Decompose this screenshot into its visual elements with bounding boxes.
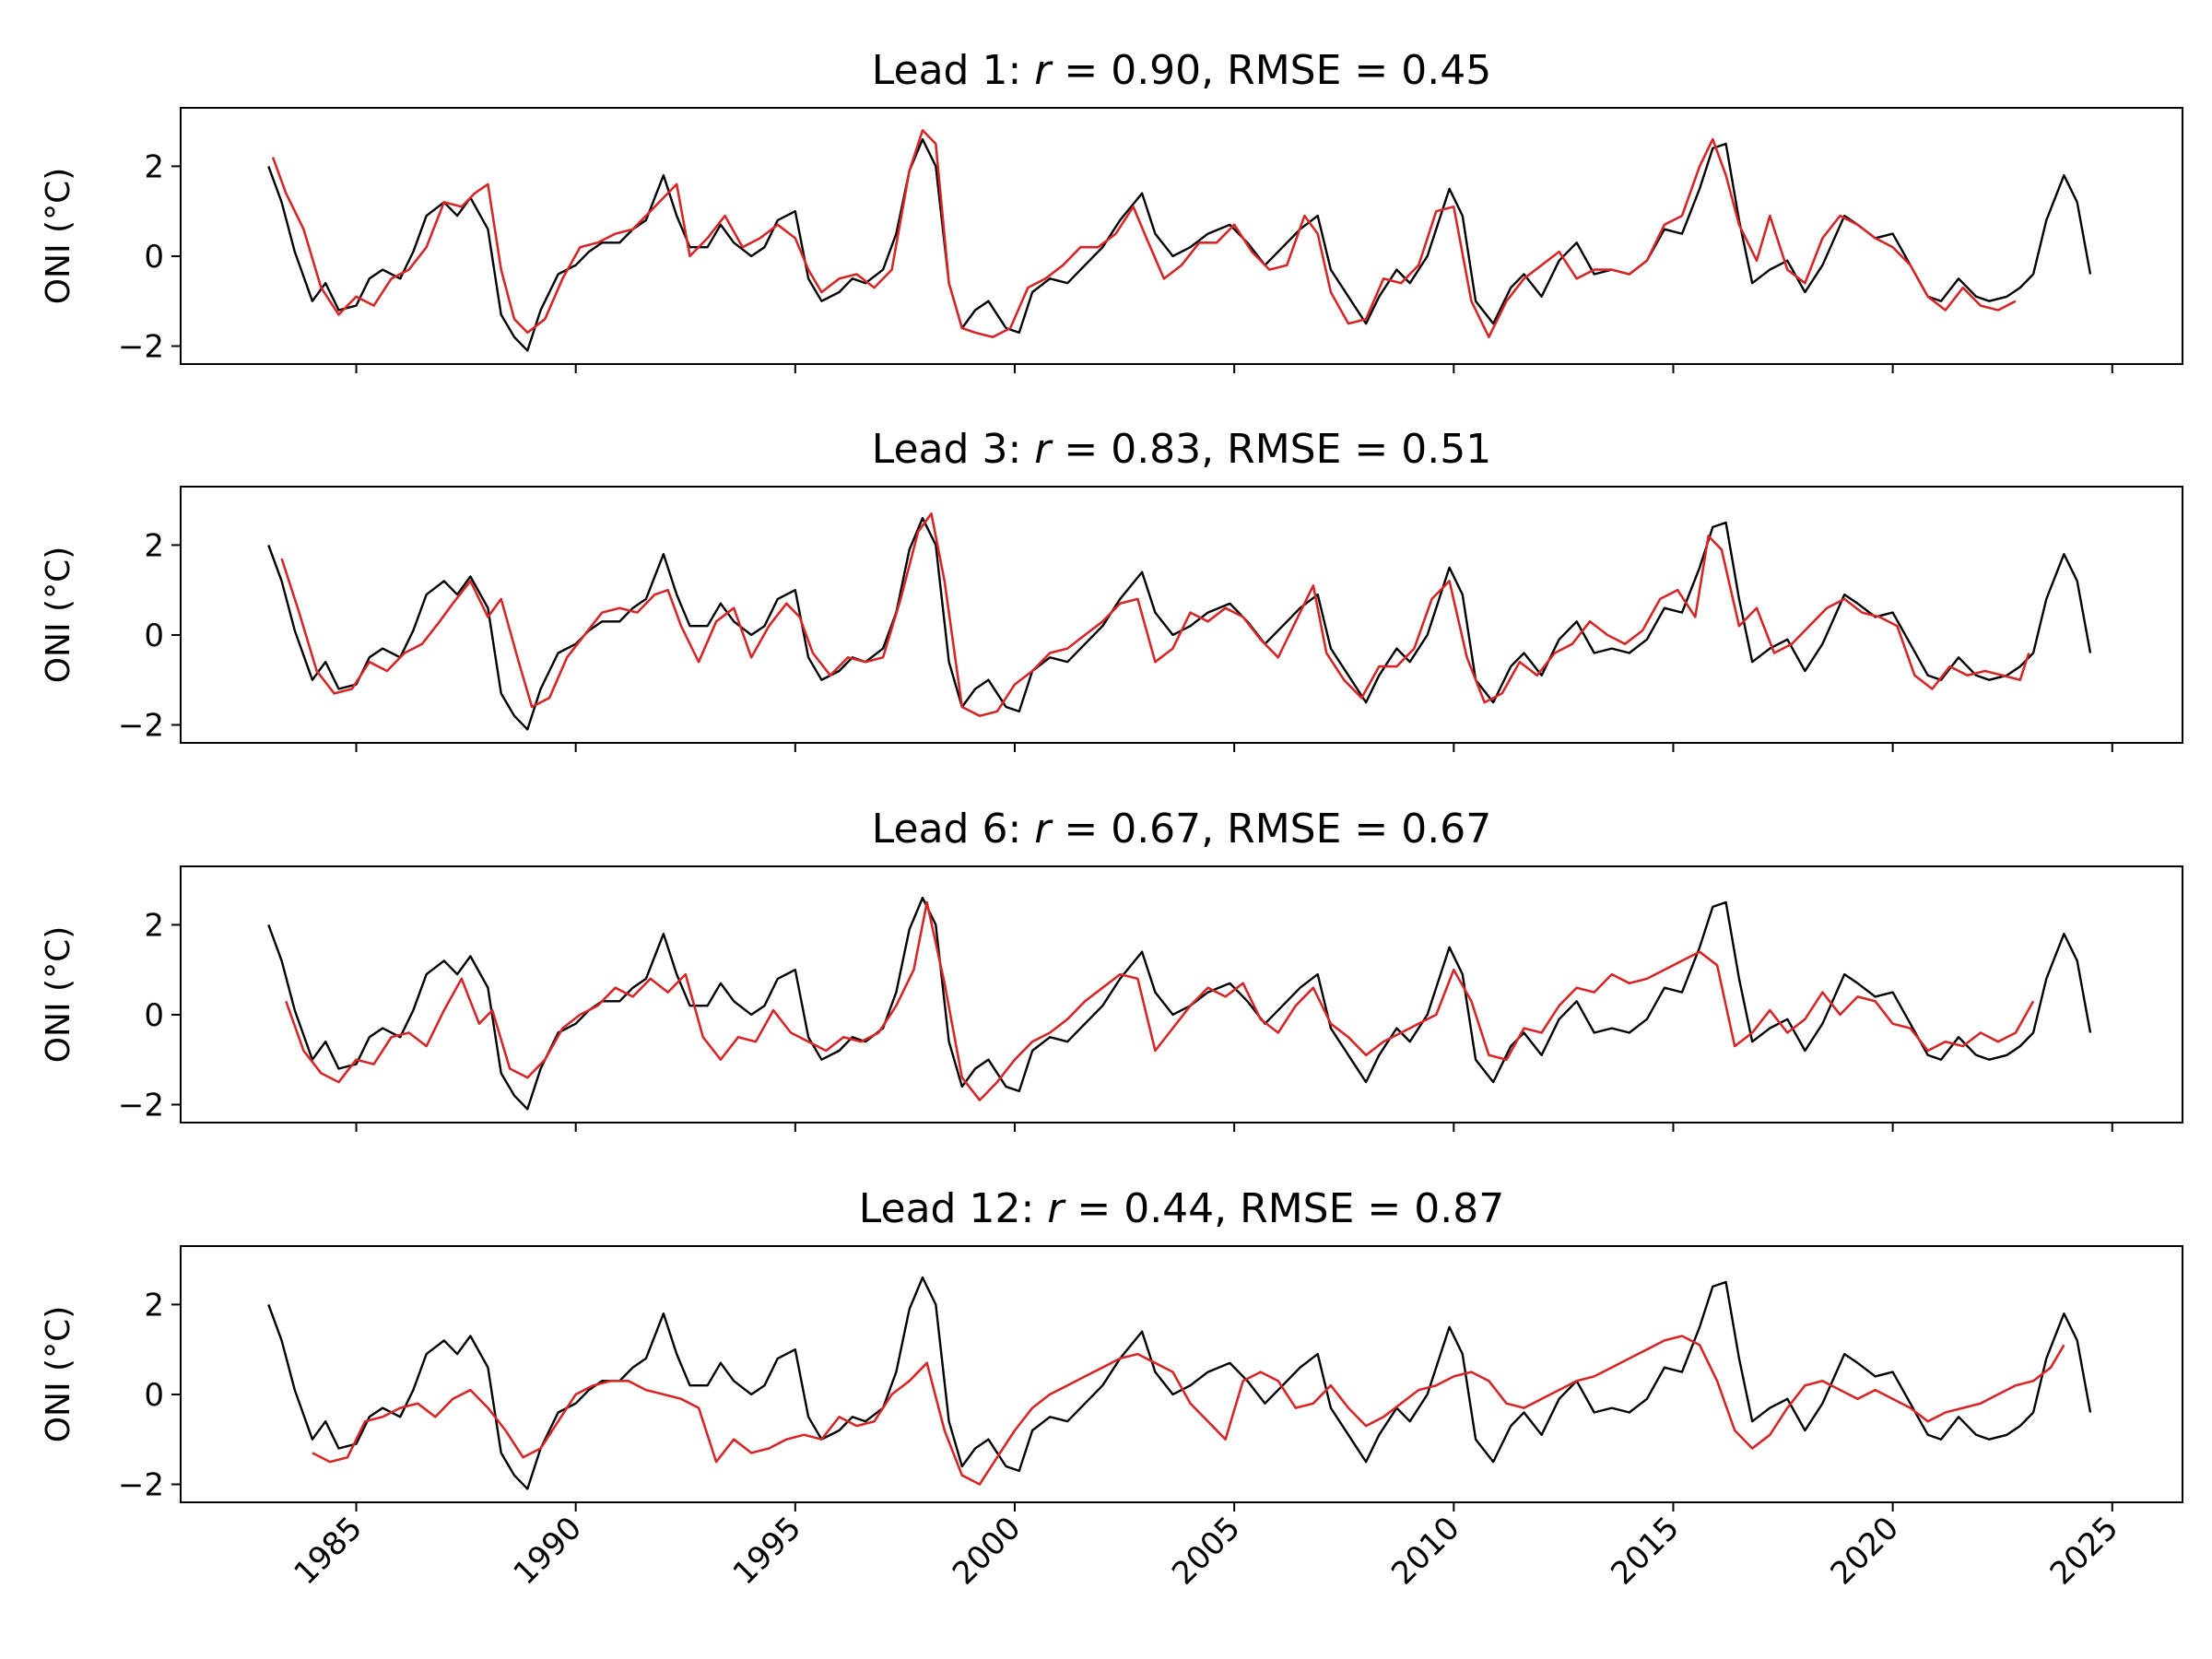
y-tick-label: 2 [144, 527, 164, 564]
title-stats: = 0.44, RMSE = 0.87 [1064, 1185, 1504, 1232]
panel-title: Lead 6: r = 0.67, RMSE = 0.67 [872, 806, 1491, 853]
panel-2: Lead 3: r = 0.83, RMSE = 0.51 ONI (°C) −2 0… [40, 426, 2183, 752]
y-tick-label: −2 [118, 328, 164, 365]
observed-line [267, 896, 2092, 1111]
x-tick-label: 2025 [2043, 1510, 2125, 1592]
y-tick-label: 2 [144, 907, 164, 944]
y-tick-label: 0 [144, 997, 164, 1034]
y-tick-label: −2 [118, 707, 164, 744]
panel-title: Lead 1: r = 0.90, RMSE = 0.45 [872, 47, 1491, 94]
panel-4: Lead 12: r = 0.44, RMSE = 0.87 ONI (°C) −2… [40, 1185, 2183, 1593]
y-tick-label: 0 [144, 618, 164, 654]
predicted-line [271, 129, 2017, 338]
plot-frame [180, 865, 2183, 1124]
x-tick-label: 1985 [287, 1510, 369, 1592]
title-stats: = 0.90, RMSE = 0.45 [1051, 47, 1491, 94]
title-prefix: Lead 1: [872, 47, 1035, 94]
title-prefix: Lead 6: [872, 806, 1035, 853]
panel-1: Lead 1: r = 0.90, RMSE = 0.45 ONI (°C) −2 0… [40, 47, 2183, 373]
y-axis-label: ONI (°C) [40, 926, 77, 1064]
y-axis-label: ONI (°C) [40, 168, 77, 305]
title-stats: = 0.83, RMSE = 0.51 [1051, 426, 1491, 473]
y-tick-label: −2 [118, 1466, 164, 1503]
title-r: r [1034, 806, 1053, 853]
plot-frame [180, 486, 2183, 744]
x-tick-label: 2010 [1384, 1510, 1466, 1592]
y-axis-label: ONI (°C) [40, 1306, 77, 1443]
panel-title: Lead 3: r = 0.83, RMSE = 0.51 [872, 426, 1491, 473]
x-tick-label: 2015 [1604, 1510, 1686, 1592]
y-tick-label: 0 [144, 239, 164, 276]
x-tick-label: 2005 [1165, 1510, 1247, 1592]
x-tick-label: 2000 [946, 1510, 1028, 1592]
title-r: r [1034, 47, 1053, 94]
observed-line [267, 137, 2092, 352]
plot-frame [180, 107, 2183, 365]
observed-line [267, 1276, 2092, 1490]
title-r: r [1034, 426, 1053, 473]
observed-line [267, 516, 2092, 731]
y-tick-label: 2 [144, 148, 164, 185]
panel-3: Lead 6: r = 0.67, RMSE = 0.67 ONI (°C) −2 0… [40, 806, 2183, 1132]
predicted-line [280, 512, 2030, 717]
x-tick-label: 1990 [507, 1510, 589, 1592]
x-tick-label: 2020 [1824, 1510, 1906, 1592]
panel-title: Lead 12: r = 0.44, RMSE = 0.87 [859, 1185, 1504, 1232]
y-tick-label: 0 [144, 1377, 164, 1414]
y-tick-label: −2 [118, 1087, 164, 1124]
title-prefix: Lead 3: [872, 426, 1035, 473]
plot-frame [180, 1245, 2183, 1503]
x-tick-label: 1995 [726, 1510, 808, 1592]
y-axis-label: ONI (°C) [40, 547, 77, 684]
title-prefix: Lead 12: [859, 1185, 1048, 1232]
title-r: r [1047, 1185, 1066, 1232]
title-stats: = 0.67, RMSE = 0.67 [1051, 806, 1491, 853]
y-tick-label: 2 [144, 1287, 164, 1324]
predicted-line [312, 1335, 2065, 1486]
predicted-line [285, 900, 2035, 1101]
